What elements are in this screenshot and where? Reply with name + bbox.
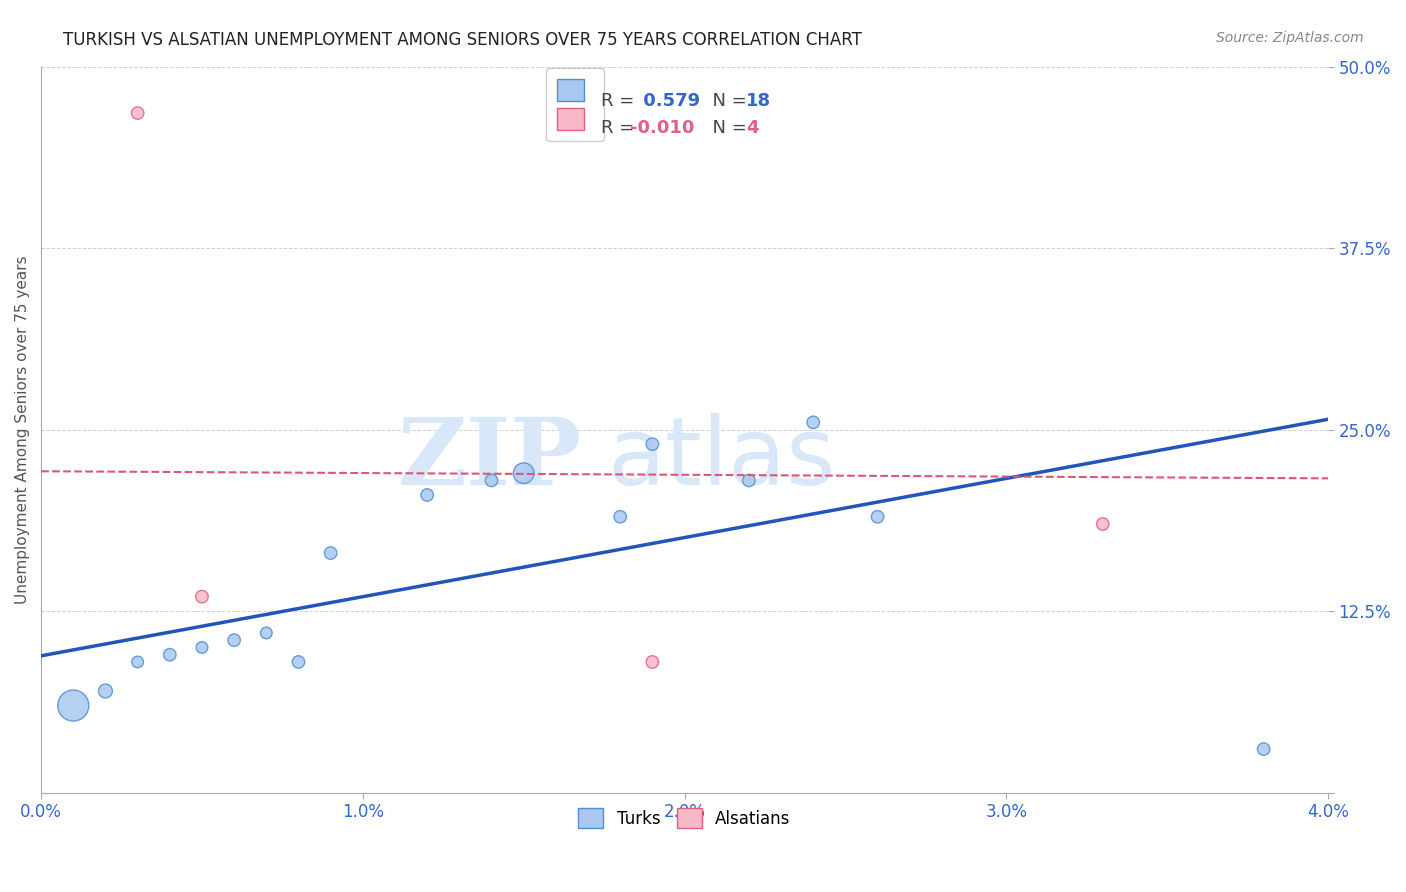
Point: [641, 437, 664, 451]
Point: [512, 466, 534, 480]
Text: 4: 4: [747, 119, 759, 136]
Text: atlas: atlas: [607, 413, 835, 505]
Legend: Turks, Alsatians: Turks, Alsatians: [572, 802, 797, 835]
Point: [801, 416, 824, 430]
Point: [641, 655, 664, 669]
Point: [287, 655, 309, 669]
Text: 18: 18: [747, 92, 772, 110]
Text: 0.579: 0.579: [637, 92, 700, 110]
Point: [191, 590, 214, 604]
Point: [159, 648, 181, 662]
Point: [1091, 516, 1114, 531]
Point: [127, 655, 149, 669]
Point: [224, 633, 246, 648]
Text: Source: ZipAtlas.com: Source: ZipAtlas.com: [1216, 31, 1364, 45]
Text: N =: N =: [702, 92, 752, 110]
Point: [738, 474, 761, 488]
Point: [319, 546, 342, 560]
Point: [62, 698, 84, 713]
Point: [481, 474, 503, 488]
Point: [866, 509, 889, 524]
Point: [609, 509, 631, 524]
Text: -0.010: -0.010: [630, 119, 695, 136]
Text: R =: R =: [600, 119, 640, 136]
Point: [1253, 742, 1275, 756]
Y-axis label: Unemployment Among Seniors over 75 years: Unemployment Among Seniors over 75 years: [15, 255, 30, 604]
Point: [94, 684, 117, 698]
Point: [127, 106, 149, 120]
Text: ZIP: ZIP: [398, 414, 582, 504]
Text: N =: N =: [702, 119, 758, 136]
Text: R =: R =: [600, 92, 640, 110]
Point: [416, 488, 439, 502]
Point: [191, 640, 214, 655]
Text: TURKISH VS ALSATIAN UNEMPLOYMENT AMONG SENIORS OVER 75 YEARS CORRELATION CHART: TURKISH VS ALSATIAN UNEMPLOYMENT AMONG S…: [63, 31, 862, 49]
Point: [254, 626, 277, 640]
